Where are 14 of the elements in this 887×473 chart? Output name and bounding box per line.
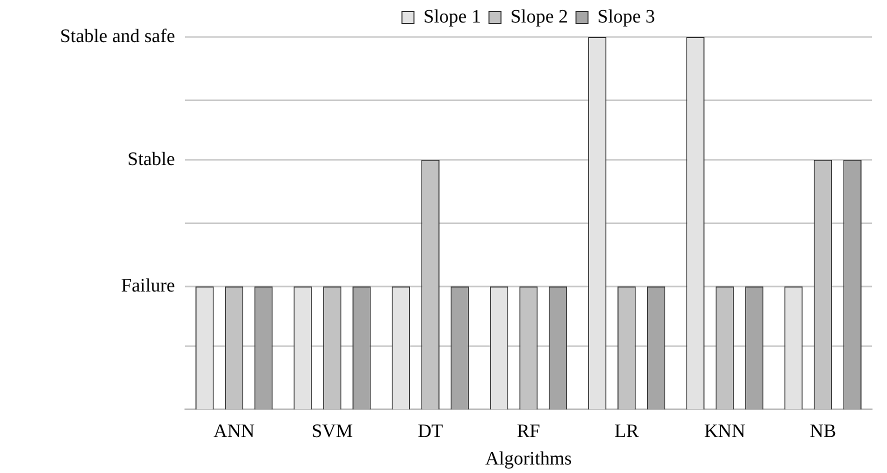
x-axis-title: Algorithms: [485, 448, 572, 470]
x-tick-label: LR: [614, 420, 640, 442]
x-tick-label: NB: [810, 420, 836, 442]
x-tick-label: KNN: [704, 420, 746, 442]
x-tick-label: ANN: [213, 420, 255, 442]
legend-label: Slope 2: [510, 6, 568, 28]
ref-line-label: Failure: [121, 275, 175, 296]
x-tick-label: SVM: [312, 420, 353, 442]
ref-line-label: Stable and safe: [60, 26, 175, 47]
x-tick-label: DT: [418, 420, 444, 442]
ref-line-label: Stable: [128, 148, 175, 170]
x-tick-label: RF: [516, 420, 540, 442]
legend-label: Slope 1: [423, 6, 481, 28]
legend-label: Slope 3: [598, 6, 656, 28]
